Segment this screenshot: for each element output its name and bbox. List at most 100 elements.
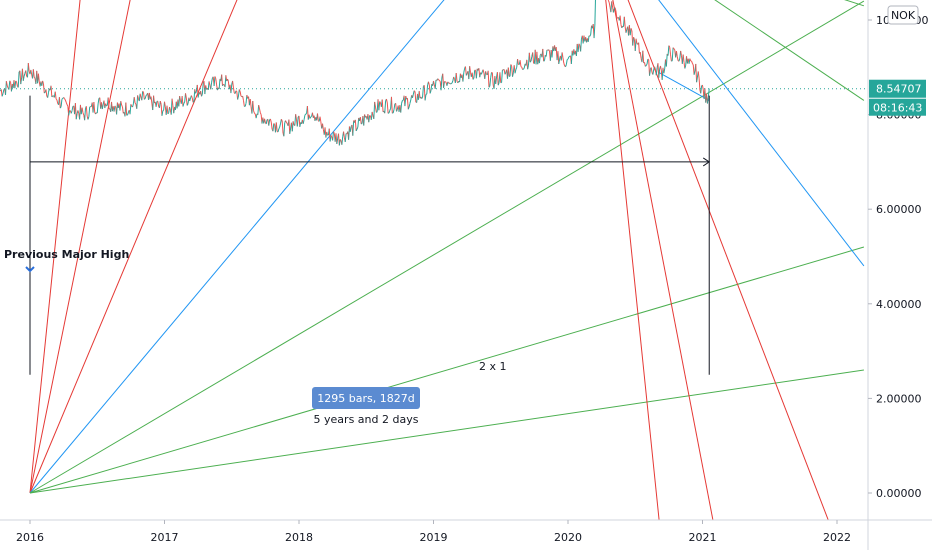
price-segment [259, 112, 262, 115]
price-segment [453, 76, 455, 80]
price-segment [421, 96, 424, 99]
price-segment [14, 80, 17, 89]
price-segment [504, 72, 507, 75]
price-segment [407, 106, 410, 110]
price-segment [491, 72, 494, 86]
price-segment [665, 53, 668, 67]
price-segment [304, 113, 307, 116]
price-segment [577, 43, 580, 52]
price-segment [447, 81, 450, 84]
price-segment [296, 116, 299, 127]
price-segment [517, 59, 519, 65]
price-segment [322, 123, 324, 130]
price-segment [292, 121, 295, 126]
price-segment [349, 126, 352, 132]
price-segment [646, 59, 649, 65]
price-segment [496, 72, 499, 86]
price-segment [659, 65, 662, 71]
price-segment [565, 64, 567, 67]
price-segment [644, 62, 646, 67]
price-segment [88, 106, 91, 117]
fan-line-2 [29, 0, 238, 494]
price-segment [652, 69, 655, 75]
price-segment [413, 90, 416, 92]
price-segment [227, 78, 229, 82]
price-segment [166, 105, 169, 114]
price-line-group [0, 0, 868, 146]
price-segment [186, 103, 189, 106]
price-segment [244, 103, 247, 107]
price-segment [61, 98, 64, 100]
price-segment [295, 114, 297, 120]
price-segment [570, 50, 573, 64]
price-segment [352, 120, 355, 136]
price-segment [523, 67, 525, 70]
price-segment [427, 81, 430, 85]
price-segment [127, 112, 129, 116]
price-segment [384, 101, 387, 114]
price-segment [66, 104, 69, 107]
price-segment [243, 100, 245, 107]
x-tick-label: 2019 [420, 531, 448, 544]
price-segment [385, 98, 388, 103]
price-segment [221, 74, 224, 86]
price-segment [60, 99, 63, 107]
price-segment [422, 86, 424, 98]
price-segment [578, 43, 581, 46]
price-segment [530, 56, 533, 62]
price-segment [208, 81, 211, 86]
ratio-label: 2 x 1 [479, 360, 507, 373]
price-segment [81, 107, 84, 113]
price-segment [437, 78, 439, 81]
price-segment [192, 100, 195, 103]
price-segment [65, 102, 68, 105]
price-segment [645, 65, 647, 67]
price-segment [395, 103, 398, 112]
price-segment [145, 94, 148, 97]
countdown-value: 08:16:43 [873, 102, 922, 115]
price-segment [528, 52, 531, 63]
price-segment [639, 52, 642, 59]
price-segment [443, 81, 445, 88]
price-segment [566, 58, 569, 61]
price-segment [475, 68, 478, 79]
price-segment [707, 88, 710, 98]
price-segment [264, 118, 266, 123]
price-segment [142, 92, 145, 100]
price-segment [363, 114, 366, 126]
price-segment [43, 91, 46, 94]
countdown-tag [869, 98, 926, 116]
price-segment [289, 128, 292, 134]
price-segment [142, 90, 144, 93]
price-segment [71, 106, 74, 111]
price-segment [9, 80, 12, 83]
price-segment [472, 77, 475, 80]
symbol-badge[interactable] [887, 5, 919, 25]
price-segment [455, 73, 458, 82]
price-segment [96, 103, 99, 114]
price-segment [97, 98, 100, 105]
price-segment [95, 112, 97, 115]
x-tick-label: 2016 [16, 531, 44, 544]
price-segment [354, 119, 357, 131]
price-segment [465, 73, 468, 76]
fan-line-7 [605, 0, 660, 520]
price-segment [278, 126, 281, 130]
price-segment [589, 34, 592, 37]
price-segment [132, 103, 134, 108]
price-segment [381, 99, 384, 112]
price-segment [161, 110, 164, 116]
price-segment [680, 50, 682, 56]
price-segment [193, 89, 196, 102]
price-segment [557, 51, 560, 64]
price-segment [338, 139, 341, 146]
price-segment [74, 103, 77, 120]
price-segment [281, 120, 284, 134]
price-segment [275, 122, 278, 132]
fan-line-6 [29, 369, 864, 494]
measure-bars-label: 1295 bars, 1827d [317, 392, 414, 405]
price-segment [515, 67, 518, 70]
